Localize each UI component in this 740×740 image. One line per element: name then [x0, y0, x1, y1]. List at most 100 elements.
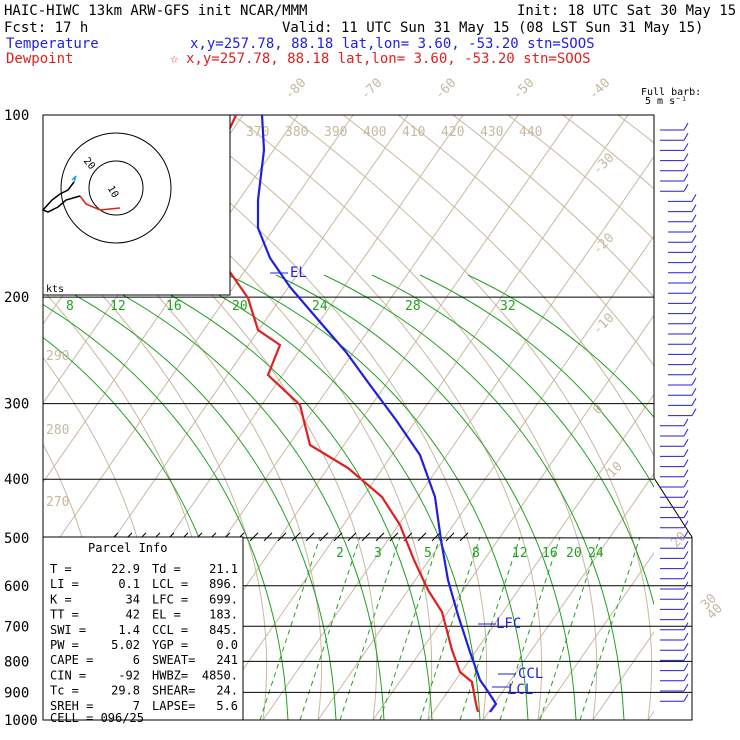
isotherm-line: [317, 235, 654, 720]
wind-barb-flag: [683, 673, 689, 682]
hatch-mark: [305, 532, 315, 542]
parcel-key: K =: [50, 592, 72, 606]
theta-label: 410: [402, 125, 425, 140]
mixing-ratio-label: 20: [566, 546, 582, 561]
pressure-tick-label: 1000: [4, 713, 38, 729]
mixing-ratio-label: 12: [512, 546, 528, 561]
isotherm-line: [592, 631, 654, 720]
mixing-ratio-label: 5: [424, 546, 432, 561]
mixing-ratio-label: 32: [500, 299, 516, 314]
wind-barb-flag: [683, 183, 689, 192]
mixing-ratio-label: 28: [405, 299, 421, 314]
wind-barb-flag: [683, 693, 689, 702]
pressure-tick-label: 700: [4, 619, 29, 635]
pressure-tick-label: 200: [4, 290, 29, 306]
theta-label: 400: [363, 125, 386, 140]
header-title: HAIC-HIWC 13km ARW-GFS init NCAR/MMM: [4, 3, 307, 19]
hodograph-ring: [88, 160, 144, 216]
hatch-mark: [291, 532, 301, 542]
wind-barb-flag: [683, 479, 689, 488]
mixing-ratio-label: 2: [336, 546, 344, 561]
dry-adiabat-line: [397, 115, 654, 367]
wind-barb-flag: [683, 663, 689, 671]
isotherm-line: [43, 115, 354, 563]
wind-barb-flag: [691, 316, 697, 325]
pressure-tick-label: 600: [4, 579, 29, 595]
mixing-ratio-label: 8: [472, 546, 480, 561]
dry-adiabat-line: [232, 115, 598, 720]
wind-barb-flag: [691, 265, 697, 274]
theta-label: 280: [46, 423, 69, 438]
parcel-value: 699.: [209, 592, 238, 606]
lcl-marker-label: LCL: [508, 682, 533, 698]
hatch-mark: [277, 532, 287, 542]
parcel-value: 5.6: [216, 699, 238, 713]
wind-barb-flag: [691, 245, 697, 253]
header-forecast: Fcst: 17 h: [4, 20, 88, 36]
wind-barb-flag: [683, 520, 689, 529]
parcel-key: Tc =: [50, 684, 79, 698]
theta-label: 430: [480, 125, 503, 140]
wind-barb-flag: [691, 357, 697, 365]
wind-barb-flag: [691, 387, 697, 396]
wind-barb-flag: [691, 296, 697, 304]
hatch-mark: [361, 532, 371, 542]
pressure-tick-label: 800: [4, 654, 29, 670]
isotherm-line: [703, 115, 740, 720]
parcel-value: 0.1: [118, 577, 140, 591]
isotherm-line: [482, 472, 654, 720]
dry-adiabat-line: [342, 115, 654, 458]
theta-label: 370: [246, 125, 269, 140]
parcel-key: PW =: [50, 638, 79, 652]
mixing-ratio-label: 20: [232, 299, 248, 314]
theta-label: 440: [519, 125, 542, 140]
wind-barb-flag: [683, 469, 689, 478]
parcel-key: HWBZ=: [152, 668, 188, 682]
parcel-value: 6: [133, 653, 140, 667]
parcel-value: 1.4: [118, 623, 140, 637]
wind-barb-flag: [683, 438, 689, 447]
hatch-mark: [389, 532, 399, 542]
pressure-tick-label: 900: [4, 685, 29, 701]
dry-adiabat-line: [562, 115, 654, 190]
mixing-ratio-label: 16: [166, 299, 182, 314]
parcel-value: 183.: [209, 608, 238, 622]
wind-barb-flag: [683, 418, 689, 427]
parcel-value: 5.02: [111, 638, 140, 652]
moist-adiabat-line: [275, 274, 577, 720]
wind-barb-flag: [691, 285, 697, 294]
wind-barb-flag: [683, 540, 689, 549]
parcel-key: LAPSE=: [152, 699, 195, 713]
wind-barb-flag: [683, 551, 689, 559]
moist-adiabat-line: [43, 304, 289, 720]
temperature-profile-line: [256, 115, 498, 713]
parcel-value: 24.: [216, 684, 238, 698]
isotherm-label: -60: [432, 76, 459, 103]
parcel-value: 241: [216, 653, 238, 667]
wind-barb-flag: [691, 275, 697, 284]
hodograph-units-label: kts: [46, 284, 64, 295]
dewpoint-station-info: x,y=257.78, 88.18 lat,lon= 3.60, -53.20 …: [186, 51, 591, 67]
parcel-key: T =: [50, 562, 72, 576]
mixing-ratio-label: 24: [588, 546, 604, 561]
moist-adiabat-line: [43, 277, 337, 720]
hatch-mark: [431, 532, 441, 542]
header-init: Init: 18 UTC Sat 30 May 15: [517, 3, 736, 19]
wind-barb-flag: [691, 255, 697, 263]
wind-barb-flag: [683, 622, 689, 631]
wind-barb-flag: [691, 234, 697, 243]
isotherm-line: [537, 552, 654, 720]
wind-barb-flag: [683, 500, 689, 508]
theta-label: 390: [324, 125, 347, 140]
hatch-mark: [347, 532, 357, 542]
parcel-value: 896.: [209, 577, 238, 591]
parcel-value: 845.: [209, 623, 238, 637]
dry-adiabat-line: [507, 115, 654, 241]
parcel-info-title: Parcel Info: [88, 541, 167, 555]
wind-barb-flag: [691, 377, 697, 386]
wind-barb-flag: [691, 336, 697, 345]
hatch-mark: [263, 532, 273, 542]
mixing-ratio-label: 16: [542, 546, 558, 561]
isotherm-label: -70: [358, 76, 385, 103]
dry-adiabat-line: [617, 115, 654, 144]
